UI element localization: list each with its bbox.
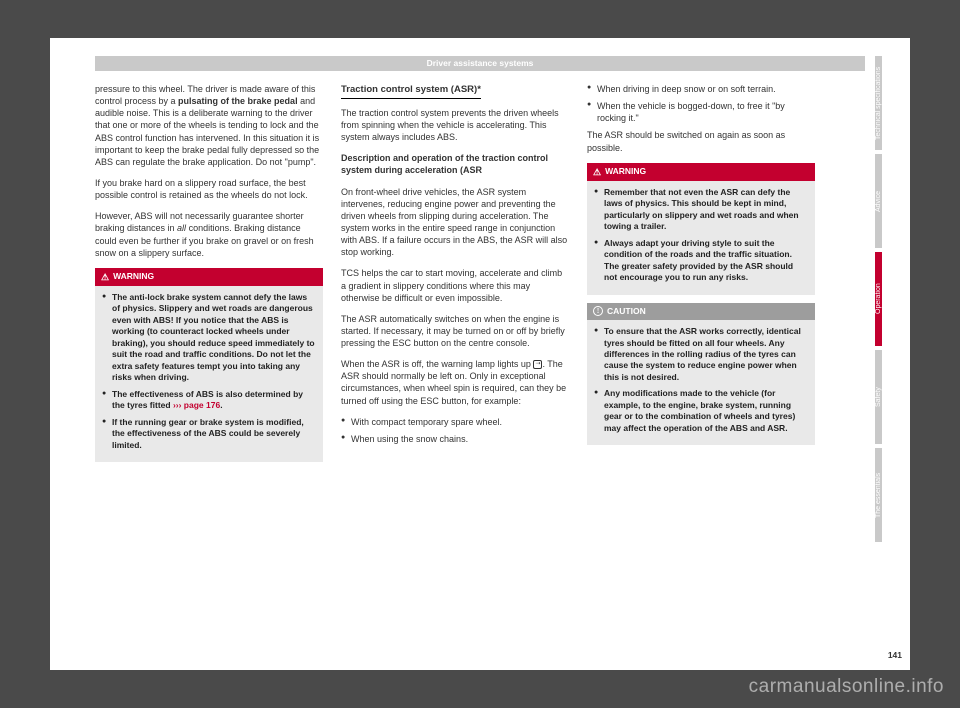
warning-item: If the running gear or brake system is m… [102,417,316,451]
caution-label: CAUTION [607,306,646,317]
section-header: Driver assistance systems [95,56,865,71]
body-text: The ASR should be switched on again as s… [587,129,815,153]
column-3: When driving in deep snow or on soft ter… [587,83,815,470]
caution-item: To ensure that the ASR works correctly, … [594,326,808,383]
caution-header: ! CAUTION [587,303,815,320]
body-text: TCS helps the car to start moving, accel… [341,267,569,303]
warning-label: WARNING [605,166,646,177]
list-item: When the vehicle is bogged-down, to free… [587,100,815,124]
body-text: pressure to this wheel. The driver is ma… [95,83,323,168]
warning-item: Remember that not even the ASR can defy … [594,187,808,233]
warning-body: Remember that not even the ASR can defy … [587,181,815,295]
subsection-title: Traction control system (ASR)* [341,84,481,99]
body-text: The traction control system prevents the… [341,107,569,143]
tab-technical-specs[interactable]: Technical specifications [875,56,882,150]
list-item: When driving in deep snow or on soft ter… [587,83,815,95]
warning-box: ⚠ WARNING Remember that not even the ASR… [587,163,815,295]
body-text: When the ASR is off, the warning lamp li… [341,358,569,407]
page-reference-link[interactable]: ››› page 176 [173,400,220,410]
warning-item: Always adapt your driving style to suit … [594,238,808,284]
warning-box: ⚠ WARNING The anti-lock brake system can… [95,268,323,462]
side-tabs: Technical specifications Advice Operatio… [875,56,903,546]
subheading: Description and operation of the tractio… [341,152,569,176]
page-number: 141 [888,650,902,660]
content-columns: pressure to this wheel. The driver is ma… [95,83,815,470]
caution-box: ! CAUTION To ensure that the ASR works c… [587,303,815,446]
tab-safety[interactable]: Safety [875,350,882,444]
warning-icon: ⚠ [101,271,109,283]
watermark: carmanualsonline.info [749,676,944,698]
body-text: If you brake hard on a slippery road sur… [95,177,323,201]
warning-item: The anti-lock brake system cannot defy t… [102,292,316,384]
tab-essentials[interactable]: The essentials [875,448,882,542]
list-item: When using the snow chains. [341,433,569,445]
tab-advice[interactable]: Advice [875,154,882,248]
column-2: Traction control system (ASR)* The tract… [341,83,569,470]
column-1: pressure to this wheel. The driver is ma… [95,83,323,470]
warning-body: The anti-lock brake system cannot defy t… [95,286,323,462]
section-title: Driver assistance systems [427,58,534,68]
body-text: The ASR automatically switches on when t… [341,313,569,349]
caution-icon: ! [593,306,603,316]
warning-header: ⚠ WARNING [95,268,323,286]
caution-item: Any modifications made to the vehicle (f… [594,388,808,434]
manual-page: Driver assistance systems pressure to th… [50,38,910,670]
list-item: With compact temporary spare wheel. [341,416,569,428]
warning-header: ⚠ WARNING [587,163,815,181]
warning-icon: ⚠ [593,166,601,178]
body-text: However, ABS will not necessarily guaran… [95,210,323,259]
caution-body: To ensure that the ASR works correctly, … [587,320,815,445]
body-text: On front-wheel drive vehicles, the ASR s… [341,186,569,259]
warning-item: The effectiveness of ABS is also determi… [102,389,316,412]
tab-operation[interactable]: Operation [875,252,882,346]
warning-label: WARNING [113,271,154,282]
